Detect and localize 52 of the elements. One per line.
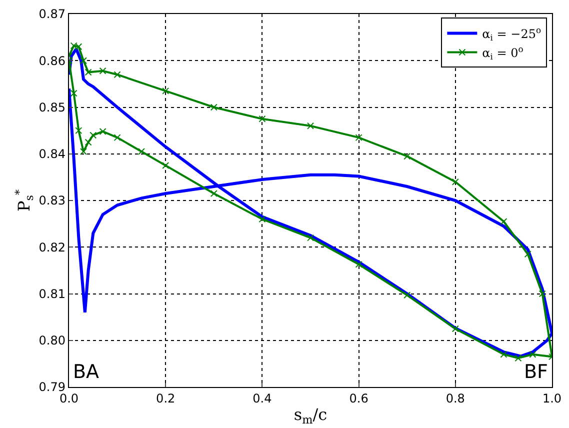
point	[538, 290, 546, 298]
point	[210, 190, 218, 198]
point	[355, 260, 362, 268]
y-tick-label: 0.81	[38, 286, 66, 301]
point	[500, 218, 508, 225]
point	[162, 162, 170, 170]
y-tick-label: 0.80	[38, 334, 66, 348]
point	[404, 292, 411, 299]
point	[162, 87, 170, 94]
point	[258, 115, 266, 122]
point	[404, 152, 411, 160]
x-tick-label: 0.4	[252, 392, 272, 406]
point	[75, 127, 82, 134]
point	[99, 128, 106, 135]
y-tick-label: 0.86	[38, 54, 66, 68]
point	[99, 67, 106, 74]
y-tick-label: 0.79	[38, 380, 66, 394]
y-tick-label: 0.82	[38, 240, 66, 254]
point	[138, 148, 145, 156]
y-tick-label: 0.85	[38, 100, 66, 114]
point	[452, 178, 459, 186]
annotation: BA	[73, 361, 100, 383]
x-tick-label: 0.2	[156, 392, 176, 406]
y-tick-label: 0.87	[38, 7, 66, 22]
x-tick-label: 0.6	[349, 392, 368, 406]
point	[84, 138, 92, 146]
point	[452, 325, 459, 332]
point	[90, 132, 97, 139]
point	[70, 90, 78, 97]
legend-label: α$_{i}$ = 0$^{o}$	[482, 44, 524, 62]
y-tick-label: 0.83	[38, 194, 66, 208]
point	[529, 350, 536, 358]
point	[258, 216, 266, 223]
point	[80, 57, 87, 64]
point	[80, 148, 87, 156]
point	[210, 104, 218, 111]
x-axis-title: s$_{m}$/c	[294, 405, 328, 427]
point	[114, 134, 121, 142]
point	[114, 71, 121, 78]
point	[84, 68, 92, 76]
x-tick-label: 1.0	[542, 392, 562, 406]
legend-label: α$_{i}$ = −25$^{o}$	[482, 24, 542, 42]
x-tick-label: 0.8	[446, 392, 465, 406]
point	[514, 354, 522, 362]
point	[524, 250, 532, 258]
point	[307, 122, 314, 130]
point	[355, 134, 362, 142]
point	[307, 234, 314, 242]
x-tick-label: 0.0	[59, 392, 79, 406]
y-tick-label: 0.84	[38, 147, 66, 162]
annotation: BF	[524, 361, 548, 383]
point	[500, 350, 508, 358]
